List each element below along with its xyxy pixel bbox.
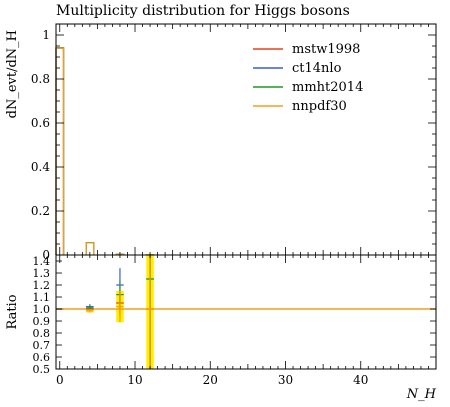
- ratio-tick-label-1: 1.0: [33, 303, 51, 316]
- main-histogram-layer: [55, 47, 155, 256]
- y-tick-label-0: 0: [42, 248, 50, 262]
- y-tick-label-0.6: 0.6: [31, 116, 50, 130]
- ratio-tick-label-0.8: 0.8: [33, 327, 51, 340]
- y-axis-label: dN_evt/dN_H: [5, 30, 20, 118]
- legend-label-nnpdf30: nnpdf30: [292, 99, 347, 114]
- legend-label-mmht2014: mmht2014: [292, 80, 363, 95]
- x-axis-label: N_H: [406, 387, 437, 402]
- x-tick-label-40: 40: [353, 373, 368, 387]
- y-tick-label-0.8: 0.8: [31, 72, 50, 86]
- axis-labels: 0 10 20 30 4000.20.40.60.810.50.60.70.80.91.…: [5, 28, 437, 402]
- ratio-tick-label-0.5: 0.5: [33, 363, 51, 376]
- plot-frames: [55, 23, 437, 370]
- axis-ticks: [56, 24, 436, 370]
- ratio-tick-label-1.2: 1.2: [33, 279, 51, 292]
- chart-title: Multiplicity distribution for Higgs boso…: [56, 3, 350, 19]
- main-plot-frame: [55, 23, 437, 256]
- ratio-markers-layer: [56, 255, 436, 369]
- y-tick-label-1: 1: [42, 28, 50, 42]
- ratio-tick-label-1.4: 1.4: [33, 255, 51, 268]
- x-tick-label-10: 10: [127, 373, 142, 387]
- legend-label-mstw1998: mstw1998: [292, 42, 360, 57]
- y-tick-label-0.4: 0.4: [31, 160, 50, 174]
- legend: mstw1998 ct14nlo mmht2014 nnpdf30: [253, 42, 363, 114]
- ratio-tick-label-0.9: 0.9: [33, 315, 51, 328]
- ratio-tick-label-0.6: 0.6: [33, 351, 51, 364]
- ratio-axis-label: Ratio: [5, 294, 20, 329]
- ratio-tick-label-1.3: 1.3: [33, 267, 51, 280]
- x-tick-label-30: 30: [278, 373, 293, 387]
- y-tick-label-0.2: 0.2: [31, 204, 50, 218]
- bar-nnpdf30-bin-1: [85, 242, 95, 255]
- ratio-tick-label-0.7: 0.7: [33, 339, 51, 352]
- ratio-tick-label-1.1: 1.1: [33, 291, 51, 304]
- ratio-plot-frame: [55, 254, 437, 370]
- x-tick-label-0: 0: [56, 373, 64, 387]
- x-tick-label-20: 20: [203, 373, 218, 387]
- legend-label-ct14nlo: ct14nlo: [292, 61, 342, 76]
